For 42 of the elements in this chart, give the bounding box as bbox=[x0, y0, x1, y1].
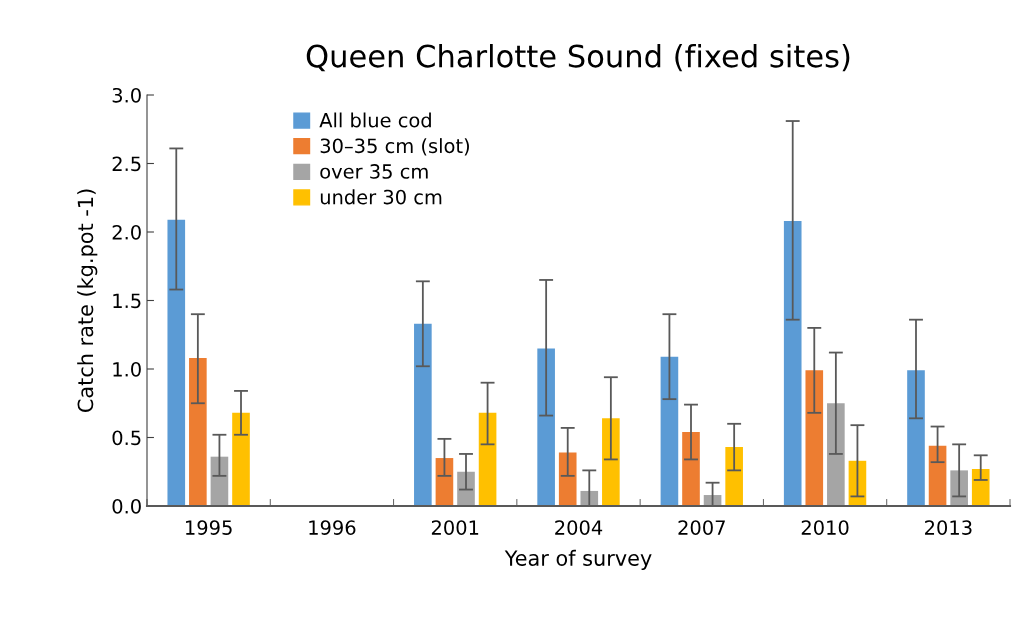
bar bbox=[827, 403, 845, 506]
bar bbox=[805, 370, 824, 506]
bar bbox=[232, 412, 250, 506]
y-tick-label: 0.0 bbox=[112, 498, 141, 514]
bar bbox=[457, 471, 475, 506]
bar bbox=[167, 219, 186, 506]
bar bbox=[537, 348, 555, 506]
bar bbox=[725, 447, 743, 506]
bar bbox=[907, 370, 925, 506]
legend-label: under 30 cm bbox=[320, 189, 442, 205]
y-tick-label: 1.0 bbox=[113, 361, 141, 377]
x-tick-label: 1996 bbox=[309, 520, 356, 535]
legend-label: 30–35 cm (slot) bbox=[320, 138, 469, 156]
bar bbox=[928, 445, 947, 506]
bar bbox=[971, 469, 990, 506]
x-tick-label: 2004 bbox=[555, 520, 603, 535]
y-tick-label: 2.0 bbox=[112, 224, 141, 240]
legend-label: All blue cod bbox=[319, 112, 431, 128]
x-tick-label: 1995 bbox=[186, 520, 232, 535]
bar bbox=[189, 358, 207, 506]
x-tick-label: 2007 bbox=[678, 520, 725, 535]
bar bbox=[602, 418, 620, 506]
x-axis-title: Year of survey bbox=[504, 549, 652, 570]
bar bbox=[210, 456, 229, 506]
bar bbox=[783, 221, 802, 506]
y-tick-label: 0.5 bbox=[112, 430, 141, 446]
legend-label: over 35 cm bbox=[320, 164, 428, 179]
bar bbox=[558, 452, 577, 506]
bar bbox=[414, 323, 432, 506]
chart-title: Queen Charlotte Sound (fixed sites) bbox=[306, 44, 850, 72]
x-tick-label: 2001 bbox=[431, 520, 479, 535]
bar bbox=[682, 432, 700, 506]
bar bbox=[435, 458, 454, 506]
x-tick-label: 2010 bbox=[801, 520, 849, 535]
bar bbox=[848, 460, 867, 506]
y-tick-label: 1.5 bbox=[113, 293, 141, 309]
y-axis-title: Catch rate (kg.pot -1) bbox=[77, 189, 98, 413]
y-tick-label: 2.5 bbox=[112, 156, 141, 172]
y-tick-label: 3.0 bbox=[112, 87, 141, 103]
x-tick-label: 2013 bbox=[925, 520, 972, 535]
bar bbox=[660, 356, 679, 506]
bar bbox=[478, 412, 497, 506]
